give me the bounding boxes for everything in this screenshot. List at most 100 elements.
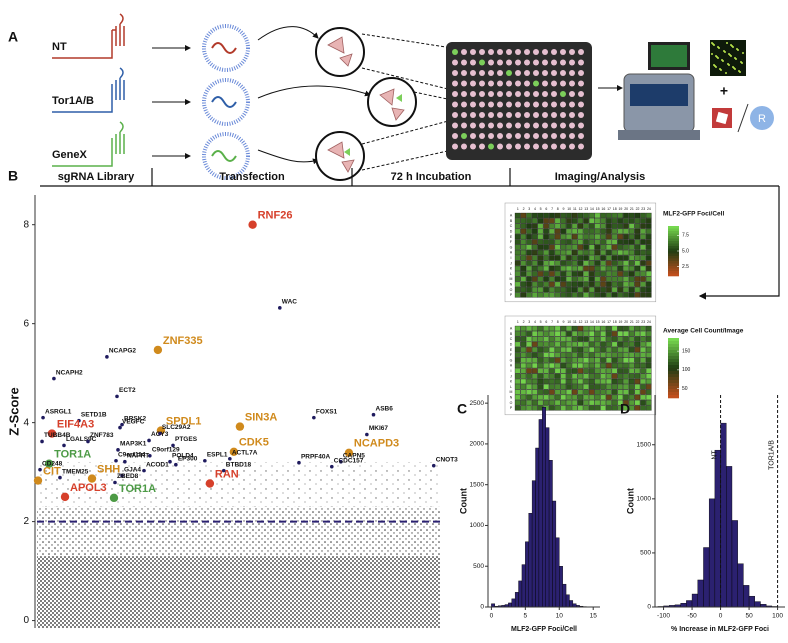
plate-cell [526, 357, 532, 363]
column-label: 17 [607, 320, 611, 324]
point-label: MKI67 [369, 425, 389, 432]
plate-cell [606, 347, 612, 353]
point [113, 480, 117, 485]
plate-cell [520, 255, 527, 261]
plate-cell [600, 255, 606, 261]
point [297, 460, 301, 465]
well [533, 80, 539, 87]
plate-cell [583, 287, 589, 293]
plate-cell [577, 249, 584, 256]
plate-cell [566, 352, 572, 358]
plate-cell [549, 212, 555, 219]
plate-cell [645, 357, 652, 363]
image-dot [715, 66, 717, 68]
plate-cell [634, 276, 641, 282]
point [58, 475, 62, 480]
plate-cell [606, 239, 612, 245]
plate-cell [571, 239, 578, 245]
plate-cell [571, 357, 578, 363]
plate-cell [554, 331, 561, 337]
plate-cell [543, 373, 549, 379]
plate-cell [588, 331, 595, 337]
plate-cell [628, 405, 635, 411]
plate-cell [645, 223, 652, 229]
well [461, 91, 467, 97]
legend-swatch [668, 253, 679, 257]
column-label: 5 [540, 207, 542, 211]
column-label: 22 [636, 320, 640, 324]
plate-cell [554, 244, 561, 250]
point [158, 431, 162, 436]
plate-cell [634, 212, 641, 219]
step-label: Imaging/Analysis [555, 171, 645, 183]
plate-cell [606, 249, 612, 256]
well [533, 70, 539, 76]
plate-cell [566, 400, 572, 406]
legend-swatch [668, 271, 679, 274]
plate-cell [634, 347, 641, 353]
plate-cell [549, 325, 555, 332]
plate-cell [543, 281, 549, 287]
plate-cell [600, 394, 606, 400]
legend-swatch [668, 389, 679, 393]
row-label: C [510, 337, 513, 341]
well [542, 91, 548, 97]
plate-cell [520, 389, 527, 395]
well [560, 133, 566, 139]
well [533, 91, 539, 97]
column-label: 7 [551, 320, 553, 324]
plate-cell [588, 362, 595, 369]
plate-cell [520, 292, 527, 298]
plate-cell [645, 255, 652, 261]
plate-cell [520, 271, 527, 277]
column-label: 15 [596, 207, 600, 211]
plate-cell [543, 265, 549, 272]
plate-cell [583, 292, 589, 298]
image-dot [742, 52, 744, 54]
plate-cell [577, 218, 584, 224]
point-label: CDK5 [239, 437, 269, 449]
plate-cell [611, 331, 618, 337]
plate-cell [645, 228, 652, 234]
plate-cell [594, 234, 601, 240]
point-label: EIF4A3 [57, 418, 94, 430]
plate-cell [628, 331, 635, 337]
plate-cell [594, 244, 601, 250]
plate-cell [606, 281, 612, 287]
plate-cell [554, 389, 561, 395]
plate-cell [623, 260, 629, 266]
plate-cell [645, 244, 652, 250]
well [542, 70, 548, 76]
plate-cell [617, 218, 624, 224]
plate-cell [628, 384, 635, 390]
histogram-bar [559, 566, 563, 608]
well [479, 70, 485, 76]
plate-cell [514, 352, 521, 358]
point-label: SPDL1 [166, 415, 201, 427]
row-label: O [510, 288, 513, 292]
row-label: A [510, 327, 513, 331]
well [452, 70, 458, 76]
y-axis-label: Z-Score [6, 387, 21, 435]
plate-cell [566, 223, 572, 229]
plate-cell [531, 325, 538, 332]
plate-cell [526, 255, 532, 261]
plate-cell [577, 287, 584, 293]
point [174, 462, 178, 467]
plate-cell [531, 228, 538, 234]
plate-cell [571, 336, 578, 342]
plate-cell [520, 373, 527, 379]
plate-cell [514, 373, 521, 379]
plate-cell [537, 260, 544, 266]
x-tick-label: -50 [687, 613, 697, 620]
point [153, 345, 163, 355]
plate-cell [583, 249, 589, 256]
point-label: TOR1A [54, 449, 91, 461]
well [524, 101, 530, 108]
plate-cell [583, 389, 589, 395]
plate-cell [514, 218, 521, 224]
plate-cell [571, 389, 578, 395]
well [578, 101, 584, 108]
plate-cell [623, 239, 629, 245]
plate-cell [628, 249, 635, 256]
